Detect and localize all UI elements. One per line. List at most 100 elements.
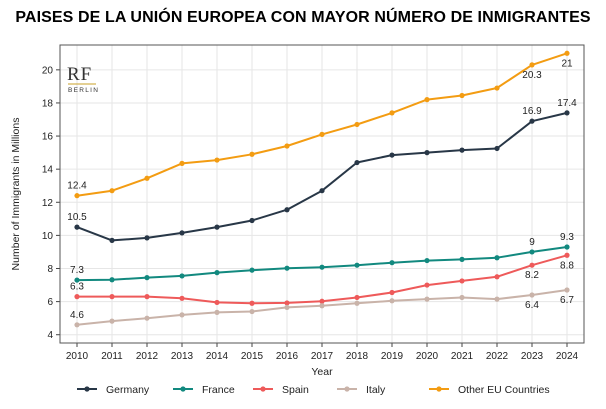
- x-tick-label: 2013: [171, 351, 194, 362]
- data-point: [249, 300, 255, 306]
- data-label: 6.4: [525, 300, 539, 311]
- data-point: [424, 282, 430, 288]
- data-label: 6.7: [560, 295, 574, 306]
- data-point: [214, 309, 220, 315]
- y-tick-label: 10: [42, 231, 54, 242]
- data-point: [319, 303, 325, 309]
- data-point: [564, 244, 570, 250]
- data-point: [319, 298, 325, 304]
- data-point: [354, 262, 360, 268]
- y-tick-label: 14: [42, 165, 54, 176]
- data-point: [319, 131, 325, 137]
- data-point: [74, 193, 80, 199]
- data-point: [564, 252, 570, 258]
- series-other-eu-countries: [74, 50, 570, 199]
- data-point: [529, 118, 535, 124]
- series-germany: [74, 110, 570, 243]
- data-point: [494, 85, 500, 91]
- data-point: [564, 287, 570, 293]
- data-point: [144, 175, 150, 181]
- legend-marker: [84, 386, 90, 392]
- data-point: [389, 298, 395, 304]
- legend-label: Other EU Countries: [458, 384, 550, 396]
- data-point: [459, 256, 465, 262]
- data-point: [144, 315, 150, 321]
- data-point: [284, 143, 290, 149]
- data-point: [389, 152, 395, 158]
- data-point: [494, 145, 500, 152]
- x-tick-label: 2012: [136, 351, 159, 362]
- data-label: 20.3: [522, 70, 542, 81]
- y-tick-label: 18: [42, 98, 54, 109]
- data-point: [144, 275, 150, 281]
- data-label: 8.2: [525, 270, 539, 281]
- legend-item-france: France: [173, 384, 235, 396]
- data-point: [249, 217, 255, 224]
- data-point: [529, 62, 535, 68]
- data-point: [354, 159, 360, 166]
- x-tick-label: 2019: [381, 351, 404, 362]
- data-point: [179, 160, 185, 166]
- x-tick-label: 2021: [451, 351, 474, 362]
- data-point: [564, 50, 570, 56]
- logo-mark: RF: [67, 64, 92, 85]
- y-tick-label: 8: [47, 264, 53, 275]
- x-tick-label: 2022: [486, 351, 509, 362]
- data-label: 8.8: [560, 260, 574, 271]
- data-labels: 12.4 10.5 7.3 6.3 4.6 16.9 17.4 9 9.3 8.2 8.8 6.4 6.…: [67, 58, 577, 321]
- legend-label: Italy: [366, 384, 386, 396]
- x-tick-label: 2014: [206, 351, 229, 362]
- data-point: [459, 278, 465, 284]
- data-point: [529, 292, 535, 298]
- legend: Germany France Spain Italy Other EU Countrie…: [77, 384, 550, 396]
- data-label: 16.9: [522, 106, 542, 117]
- data-point: [389, 289, 395, 296]
- x-tick-label: 2015: [241, 351, 264, 362]
- data-point: [249, 267, 255, 273]
- legend-label: France: [202, 384, 235, 396]
- data-point: [354, 121, 360, 128]
- data-point: [424, 97, 430, 103]
- data-point: [389, 110, 395, 116]
- data-point: [144, 235, 150, 241]
- x-tick-label: 2016: [276, 351, 299, 362]
- data-point: [494, 296, 500, 302]
- x-tick-label: 2018: [346, 351, 369, 362]
- data-point: [319, 264, 325, 270]
- data-point: [284, 265, 290, 271]
- legend-label: Spain: [282, 384, 309, 396]
- axes: 4 6 8 10 12 14 16 18 20 2010 2011 2012 2013 2014 2015 2…: [10, 44, 585, 378]
- data-point: [319, 188, 325, 194]
- data-point: [249, 151, 255, 157]
- data-point: [284, 300, 290, 306]
- y-tick-label: 6: [47, 297, 53, 308]
- data-label: 12.4: [67, 181, 87, 192]
- y-tick-label: 12: [42, 198, 54, 209]
- data-label: 4.6: [70, 310, 84, 321]
- x-tick-label: 2011: [101, 351, 123, 362]
- data-point: [109, 237, 115, 243]
- legend-marker: [180, 386, 186, 392]
- data-point: [109, 277, 115, 283]
- data-point: [494, 274, 500, 280]
- data-point: [74, 294, 80, 300]
- data-label: 6.3: [70, 282, 84, 293]
- legend-label: Germany: [106, 384, 150, 396]
- x-tick-label: 2023: [521, 351, 544, 362]
- y-tick-label: 16: [42, 132, 54, 143]
- series-italy: [74, 287, 570, 328]
- data-point: [214, 157, 220, 163]
- data-point: [459, 92, 465, 99]
- y-tick-label: 20: [42, 65, 54, 76]
- data-point: [459, 147, 465, 153]
- legend-item-spain: Spain: [253, 384, 309, 396]
- data-point: [74, 224, 80, 230]
- data-point: [179, 295, 185, 301]
- data-point: [424, 150, 430, 156]
- series-spain: [74, 252, 570, 306]
- data-point: [424, 257, 430, 264]
- series-france: [74, 244, 570, 283]
- data-point: [214, 224, 220, 230]
- data-point: [354, 294, 360, 301]
